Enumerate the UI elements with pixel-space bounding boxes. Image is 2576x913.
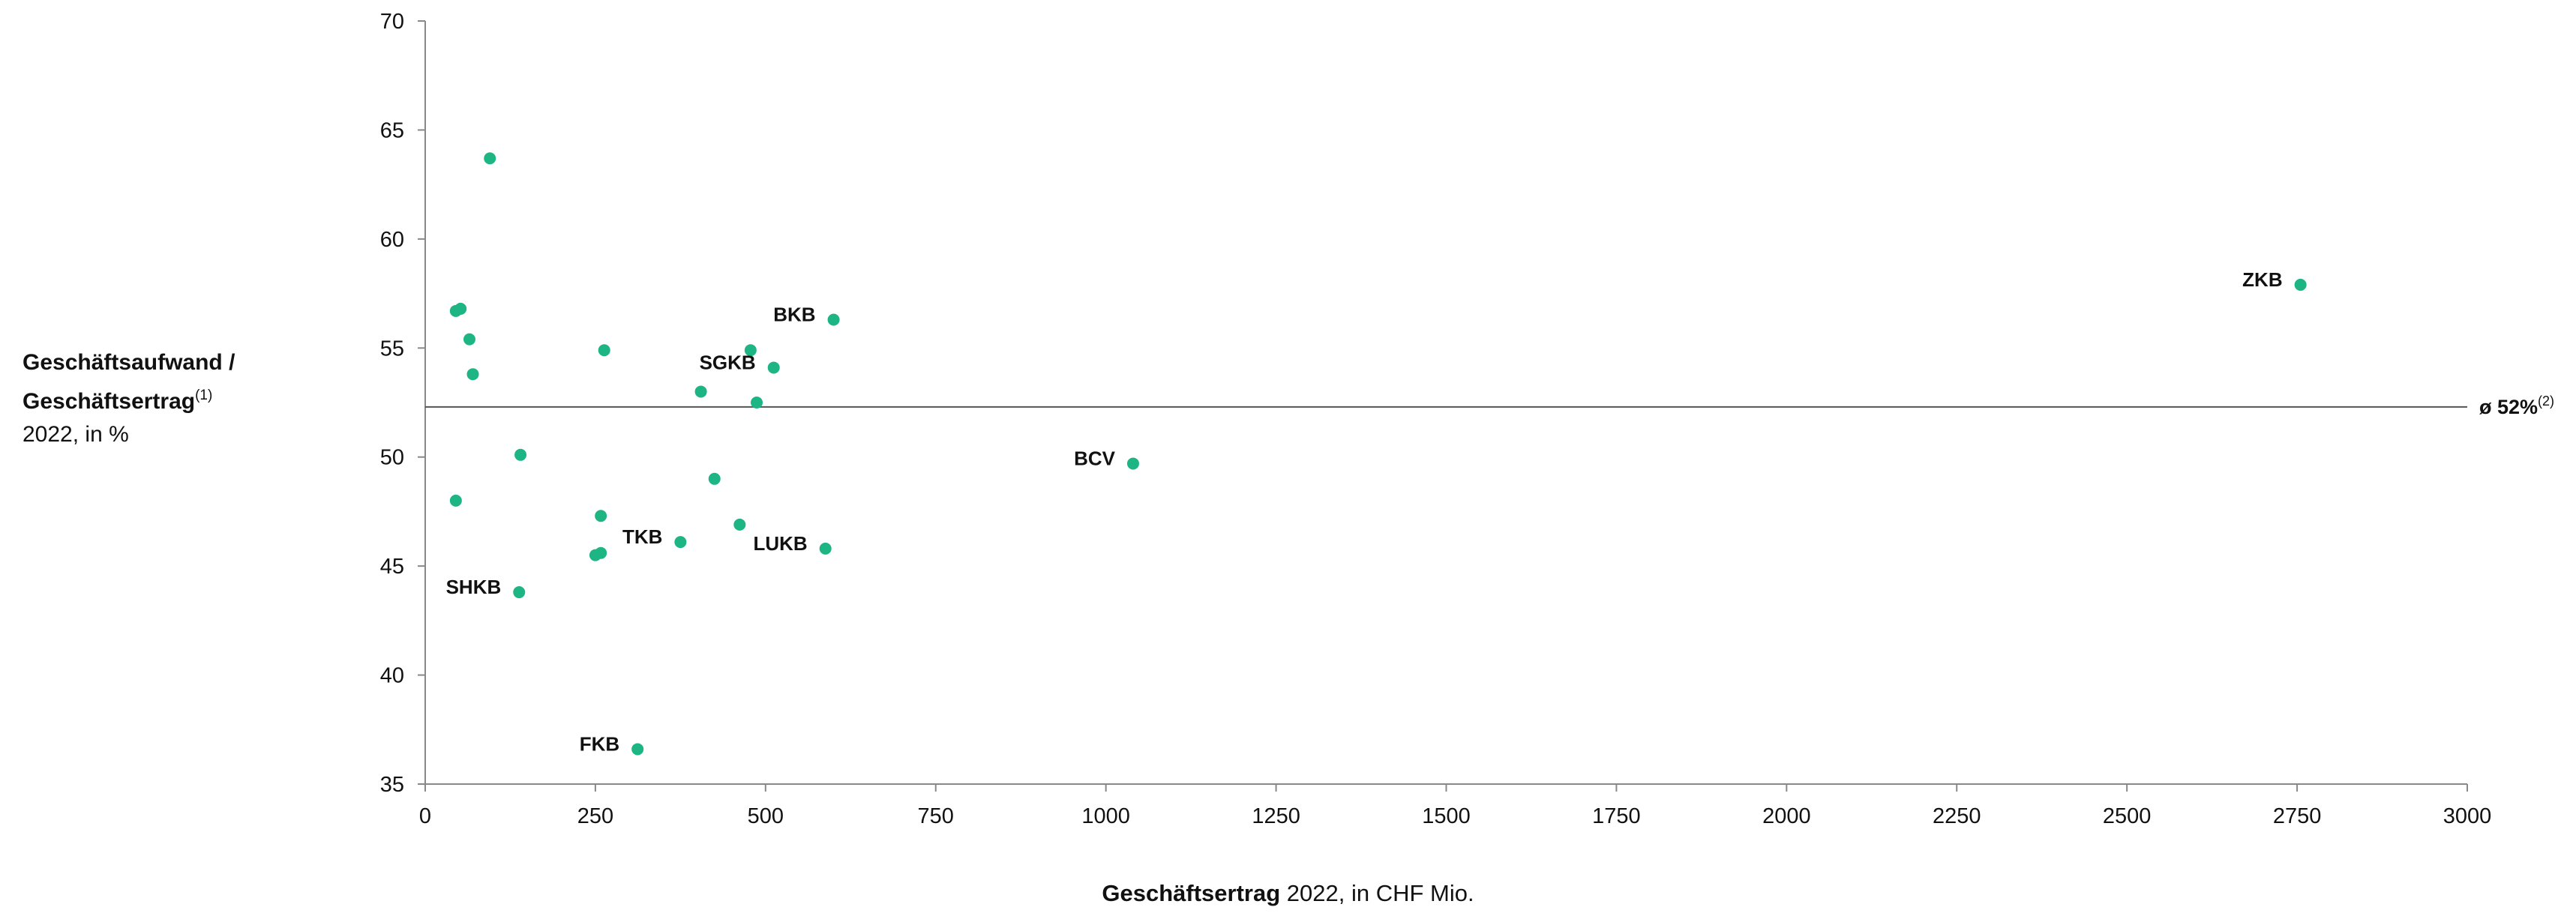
data-point bbox=[454, 302, 467, 315]
x-tick-label: 0 bbox=[419, 804, 431, 828]
y-axis-label-footnote: (1) bbox=[195, 388, 213, 403]
data-point bbox=[744, 344, 757, 357]
x-tick-label: 1500 bbox=[1422, 804, 1471, 828]
data-point bbox=[595, 546, 607, 559]
y-axis-label-line1: Geschäftsaufwand / bbox=[22, 350, 235, 375]
y-tick-label: 60 bbox=[380, 228, 404, 252]
average-line-label: ø 52%(2) bbox=[2479, 394, 2554, 418]
data-point bbox=[595, 510, 607, 522]
point-label: SHKB bbox=[446, 576, 502, 598]
x-axis-ticks: 0 250 500 750 1000 1250 1500 1750 2000 2250 2500 27… bbox=[419, 784, 2491, 828]
data-point bbox=[751, 397, 763, 409]
x-axis-label-rest: 2022, in CHF Mio. bbox=[1280, 880, 1474, 906]
data-point bbox=[449, 494, 462, 507]
data-point bbox=[466, 368, 479, 381]
data-point bbox=[514, 448, 527, 461]
point-label: FKB bbox=[580, 732, 619, 755]
y-axis-ticks: 35 40 45 50 55 60 65 70 bbox=[380, 10, 425, 797]
data-point bbox=[598, 344, 610, 357]
x-tick-label: 1000 bbox=[1081, 804, 1130, 828]
y-tick-label: 55 bbox=[380, 337, 404, 361]
data-point bbox=[484, 152, 496, 165]
x-tick-label: 2250 bbox=[1933, 804, 1981, 828]
y-tick-label: 35 bbox=[380, 773, 404, 797]
x-tick-label: 1750 bbox=[1592, 804, 1641, 828]
x-tick-label: 2750 bbox=[2273, 804, 2322, 828]
y-axis-label: Geschäftsaufwand / Geschäftsertrag(1) 20… bbox=[22, 346, 235, 451]
data-point bbox=[827, 313, 840, 326]
x-tick-label: 750 bbox=[918, 804, 954, 828]
point-label: TKB bbox=[622, 525, 662, 548]
x-tick-label: 2500 bbox=[2103, 804, 2152, 828]
x-tick-label: 2000 bbox=[1762, 804, 1811, 828]
point-label: LUKB bbox=[753, 532, 807, 555]
point-label: BCV bbox=[1074, 447, 1116, 469]
y-tick-label: 70 bbox=[380, 10, 404, 34]
x-tick-label: 1250 bbox=[1252, 804, 1300, 828]
y-axis-label-line3: 2022, in % bbox=[22, 422, 129, 447]
y-tick-label: 40 bbox=[380, 664, 404, 688]
data-point bbox=[463, 333, 475, 346]
data-point bbox=[767, 361, 780, 374]
data-point bbox=[694, 385, 707, 398]
data-point bbox=[708, 472, 721, 485]
data-point bbox=[631, 743, 644, 756]
data-point bbox=[819, 542, 832, 555]
data-points: SGKB BKB TKB LUKB SHKB FKB BCV ZKB bbox=[446, 152, 2307, 756]
y-axis-label-line2: Geschäftsertrag bbox=[22, 389, 196, 414]
point-label: SGKB bbox=[700, 351, 756, 373]
y-tick-label: 65 bbox=[380, 118, 404, 142]
data-point bbox=[1126, 457, 1139, 470]
point-label: ZKB bbox=[2242, 268, 2282, 291]
data-point bbox=[513, 586, 526, 599]
y-tick-label: 45 bbox=[380, 555, 404, 579]
average-line-footnote: (2) bbox=[2538, 394, 2554, 409]
x-tick-label: 500 bbox=[748, 804, 784, 828]
x-tick-label: 250 bbox=[577, 804, 613, 828]
point-label: BKB bbox=[773, 303, 815, 325]
data-point bbox=[674, 536, 687, 549]
data-point bbox=[733, 518, 746, 531]
x-tick-label: 3000 bbox=[2443, 804, 2492, 828]
x-axis-label-bold: Geschäftsertrag bbox=[1102, 880, 1281, 906]
y-tick-label: 50 bbox=[380, 446, 404, 470]
x-axis-label: Geschäftsertrag 2022, in CHF Mio. bbox=[0, 880, 2576, 907]
data-point bbox=[2294, 278, 2307, 291]
